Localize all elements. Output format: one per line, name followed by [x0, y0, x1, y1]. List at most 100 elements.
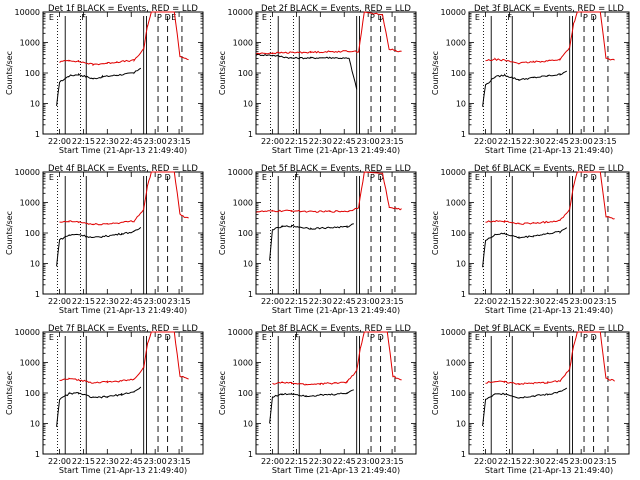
x-axis-label: Start Time (21-Apr-13 21:49:40): [59, 146, 187, 155]
panel-title: Det 4f BLACK = Events, RED = LLD: [48, 164, 198, 174]
y-tick-label: 10: [243, 100, 253, 109]
detector-panel-1: Det 1f BLACK = Events, RED = LLD 1 10 100 10…: [5, 4, 204, 155]
y-tick-label: 1000: [446, 39, 466, 48]
detector-panel-9: Det 9f BLACK = Events, RED = LLD 1 10 100 10…: [431, 324, 630, 475]
x-tick-label: 22:00: [48, 297, 71, 306]
x-tick-label: 23:00: [144, 457, 167, 466]
x-tick-label: 22:15: [72, 457, 95, 466]
event-marker-label: D: [165, 333, 171, 342]
lld-series-line: [485, 11, 615, 65]
lld-series-line: [59, 11, 189, 67]
event-marker-label: P: [583, 13, 588, 22]
lld-series-line: [59, 331, 189, 384]
event-marker-label: D: [591, 333, 597, 342]
x-tick-label: 22:15: [498, 297, 521, 306]
x-tick-label: 22:00: [261, 137, 284, 146]
event-marker-label: D: [378, 13, 384, 22]
y-tick-label: 1: [248, 450, 253, 459]
x-tick-label: 23:15: [168, 297, 191, 306]
y-tick-label: 1: [461, 290, 466, 299]
x-tick-label: 22:30: [96, 297, 119, 306]
y-tick-label: 10000: [441, 8, 466, 17]
event-marker-label: E: [475, 13, 480, 22]
event-marker-label: F: [294, 173, 299, 182]
y-tick-label: 10000: [228, 168, 253, 177]
x-tick-label: 22:45: [120, 137, 143, 146]
x-tick-label: 22:15: [285, 297, 308, 306]
event-marker-label: P: [157, 173, 162, 182]
x-tick-label: 23:15: [381, 457, 404, 466]
event-marker-label: P: [370, 13, 375, 22]
event-marker-label: E: [475, 173, 480, 182]
y-tick-label: 10000: [15, 8, 40, 17]
x-tick-label: 23:00: [357, 137, 380, 146]
y-tick-label: 1000: [20, 39, 40, 48]
y-tick-label: 10: [30, 260, 40, 269]
x-tick-label: 22:30: [522, 137, 545, 146]
x-tick-label: 23:00: [144, 137, 167, 146]
y-tick-label: 100: [451, 229, 466, 238]
x-tick-label: 23:15: [594, 137, 617, 146]
y-axis-label: Counts/sec: [431, 51, 440, 95]
panel-title: Det 7f BLACK = Events, RED = LLD: [48, 324, 198, 334]
x-tick-label: 22:45: [333, 137, 356, 146]
y-tick-label: 10: [456, 100, 466, 109]
y-tick-label: 10000: [228, 328, 253, 337]
plot-frame: [42, 171, 204, 295]
x-tick-label: 22:15: [72, 297, 95, 306]
events-series-line: [56, 227, 142, 267]
x-tick-label: 22:45: [120, 297, 143, 306]
event-marker-label: E: [475, 333, 480, 342]
y-tick-label: 1: [35, 290, 40, 299]
y-tick-label: 1000: [20, 199, 40, 208]
y-axis-label: Counts/sec: [5, 371, 14, 415]
event-marker-label: F: [507, 13, 512, 22]
events-series-line: [56, 386, 142, 427]
x-tick-label: 22:15: [72, 137, 95, 146]
y-axis-label: Counts/sec: [218, 211, 227, 255]
detector-panel-2: Det 2f BLACK = Events, RED = LLD 1 10 100 10…: [218, 4, 417, 155]
x-tick-label: 22:00: [474, 457, 497, 466]
lld-series-line: [256, 11, 402, 55]
plot-frame: [468, 331, 630, 455]
panel-title: Det 5f BLACK = Events, RED = LLD: [261, 164, 411, 174]
y-tick-label: 10: [456, 420, 466, 429]
y-tick-label: 10000: [441, 168, 466, 177]
event-marker-label: D: [591, 13, 597, 22]
lld-series-line: [485, 331, 615, 386]
panel-title: Det 8f BLACK = Events, RED = LLD: [261, 324, 411, 334]
event-marker-label: P: [157, 13, 162, 22]
x-tick-label: 22:45: [333, 297, 356, 306]
event-marker-label: E: [49, 173, 54, 182]
y-tick-label: 10: [456, 260, 466, 269]
x-tick-label: 23:15: [168, 137, 191, 146]
y-tick-label: 100: [25, 389, 40, 398]
panel-title: Det 9f BLACK = Events, RED = LLD: [474, 324, 624, 334]
detector-panel-8: Det 8f BLACK = Events, RED = LLD 1 10 100 10…: [218, 324, 417, 475]
x-tick-label: 22:30: [96, 457, 119, 466]
event-marker-label: P: [370, 173, 375, 182]
event-marker-label: F: [81, 13, 86, 22]
y-tick-label: 1000: [233, 359, 253, 368]
event-marker-label: P: [583, 333, 588, 342]
x-tick-label: 22:15: [498, 137, 521, 146]
event-marker-label: D: [165, 173, 171, 182]
plot-frame: [255, 331, 417, 455]
detector-panel-5: Det 5f BLACK = Events, RED = LLD 1 10 100 10…: [218, 164, 417, 315]
y-tick-label: 1: [248, 290, 253, 299]
x-tick-label: 23:00: [570, 297, 593, 306]
y-tick-label: 1000: [233, 199, 253, 208]
events-series-line: [482, 387, 568, 427]
y-tick-label: 10: [30, 420, 40, 429]
x-tick-label: 23:15: [381, 297, 404, 306]
plot-frame: [42, 331, 204, 455]
y-tick-label: 1000: [446, 359, 466, 368]
event-marker-label: D: [378, 173, 384, 182]
events-series-line: [482, 227, 568, 268]
x-tick-label: 22:00: [261, 297, 284, 306]
x-tick-label: 23:00: [357, 457, 380, 466]
plot-frame: [42, 11, 204, 135]
y-axis-label: Counts/sec: [218, 51, 227, 95]
detector-panel-3: Det 3f BLACK = Events, RED = LLD 1 10 100 10…: [431, 4, 630, 155]
